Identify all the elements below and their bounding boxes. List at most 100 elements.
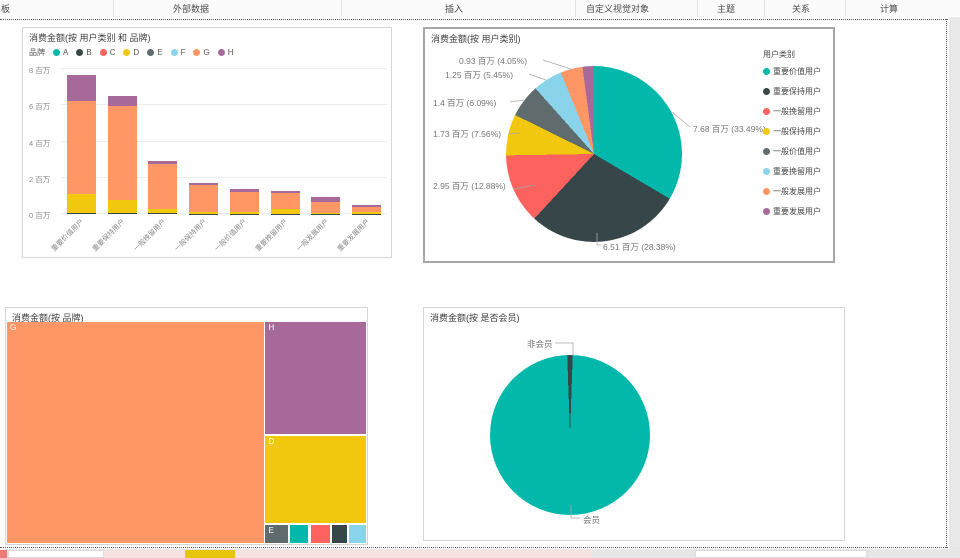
treemap-tile-label: H bbox=[268, 323, 275, 332]
gridline bbox=[61, 176, 387, 178]
bar-segment[interactable] bbox=[66, 74, 96, 102]
pie-data-label: 非会员 bbox=[527, 339, 553, 349]
bar-segment[interactable] bbox=[229, 192, 259, 213]
bar-segment[interactable] bbox=[352, 205, 382, 207]
legend-swatch bbox=[763, 88, 770, 95]
legend-item-label: 重要保持用户 bbox=[773, 87, 821, 96]
y-tick-label: 4 百万 bbox=[29, 138, 51, 148]
treemap-tile[interactable]: D bbox=[265, 436, 366, 524]
bar-segment[interactable] bbox=[148, 213, 178, 214]
bar-column[interactable] bbox=[189, 182, 219, 214]
bar-column[interactable] bbox=[270, 191, 300, 214]
bar-segment[interactable] bbox=[107, 96, 137, 107]
bar-segment[interactable] bbox=[189, 211, 219, 214]
bar-segment[interactable] bbox=[270, 208, 300, 214]
bar-column[interactable] bbox=[311, 197, 341, 214]
bar-segment[interactable] bbox=[189, 185, 219, 212]
legend-title: 用户类别 bbox=[763, 50, 795, 59]
legend-item[interactable]: 重要价值用户 bbox=[763, 66, 821, 77]
legend-item-label: C bbox=[109, 48, 116, 57]
report-canvas[interactable]: 消费金额(按 用户类别 和 品牌) 品牌 A B C D E F G H 0 百万 2 百万 4 … bbox=[0, 17, 949, 549]
bar-segment[interactable] bbox=[270, 191, 300, 194]
legend-item[interactable]: 重要挽留用户 bbox=[763, 166, 821, 177]
legend-item[interactable]: B bbox=[76, 48, 92, 57]
treemap-tile[interactable]: G bbox=[7, 322, 264, 543]
visual-title: 消费金额(按 用户类别 和 品牌) bbox=[29, 33, 151, 43]
legend-item[interactable]: 一般挽留用户 bbox=[763, 106, 821, 117]
bar-plot bbox=[61, 68, 387, 214]
legend-item[interactable]: 一般保持用户 bbox=[763, 126, 821, 137]
bar-segment[interactable] bbox=[107, 200, 137, 213]
legend-item-label: D bbox=[133, 48, 140, 57]
y-tick-label: 6 百万 bbox=[29, 102, 51, 112]
legend-title: 品牌 bbox=[29, 48, 45, 57]
legend-item-label: B bbox=[86, 48, 92, 57]
bar-segment[interactable] bbox=[229, 188, 259, 193]
treemap-tile[interactable] bbox=[290, 525, 309, 543]
legend-item[interactable]: 重要保持用户 bbox=[763, 86, 821, 97]
gridline bbox=[61, 104, 387, 106]
legend-item[interactable]: D bbox=[123, 48, 139, 57]
ribbon-separator bbox=[113, 0, 114, 17]
bar-segment[interactable] bbox=[107, 106, 137, 201]
partial-next-row bbox=[0, 549, 960, 558]
y-tick-label: 8 百万 bbox=[29, 66, 51, 75]
bar-segment[interactable] bbox=[66, 212, 96, 214]
legend-swatch bbox=[193, 49, 201, 56]
visual-bar-chart[interactable]: 消费金额(按 用户类别 和 品牌) 品牌 A B C D E F G H 0 百万 2 百万 4 … bbox=[22, 27, 392, 258]
pie-data-label: 0.93 百万 (4.05%) bbox=[459, 56, 528, 66]
legend-item[interactable]: A bbox=[53, 48, 68, 57]
legend-item[interactable]: F bbox=[170, 48, 185, 57]
legend-item[interactable]: 一般价值用户 bbox=[763, 146, 821, 157]
treemap-tile[interactable] bbox=[331, 525, 347, 543]
bar-segment[interactable] bbox=[66, 101, 96, 194]
treemap-tile[interactable] bbox=[349, 525, 366, 543]
bar-segment[interactable] bbox=[148, 209, 178, 214]
bar-column[interactable] bbox=[66, 74, 96, 214]
bar-slot bbox=[265, 69, 306, 214]
visual-pie-membership[interactable]: 消费金额(按 是否会员) 非会员 会员 bbox=[423, 307, 845, 541]
ribbon-group-label: 板 bbox=[1, 4, 11, 14]
treemap-tile[interactable]: E bbox=[265, 525, 289, 543]
bar-segment[interactable] bbox=[311, 197, 341, 202]
legend-swatch bbox=[170, 49, 178, 56]
legend-item[interactable]: E bbox=[147, 48, 163, 57]
y-tick-label: 0 百万 bbox=[29, 211, 51, 220]
bar-segment[interactable] bbox=[148, 160, 178, 165]
visual-treemap-brand[interactable]: 消费金额(按 品牌) G H D E bbox=[5, 307, 368, 545]
bar-segment[interactable] bbox=[66, 193, 96, 213]
bar-segment[interactable] bbox=[148, 164, 178, 210]
pie-chart[interactable] bbox=[490, 355, 650, 515]
legend-item-label: E bbox=[157, 48, 163, 57]
legend-item[interactable]: G bbox=[193, 48, 210, 57]
bar-segment[interactable] bbox=[352, 212, 382, 214]
partial-visual-fragment bbox=[185, 550, 235, 558]
bar-column[interactable] bbox=[148, 160, 178, 214]
treemap-tile[interactable]: H bbox=[265, 322, 366, 435]
treemap-tile-label: E bbox=[268, 526, 274, 536]
legend-swatch bbox=[763, 208, 770, 215]
visual-pie-user-category[interactable]: 消费金额(按 用户类别) 0.93 百万 (4.05%) 1.25 百万 (5.4… bbox=[423, 27, 835, 263]
treemap-tile[interactable] bbox=[311, 525, 331, 543]
bar-segment[interactable] bbox=[229, 212, 259, 214]
legend-item[interactable]: C bbox=[99, 48, 116, 57]
legend-item[interactable]: H bbox=[217, 48, 234, 57]
legend-item[interactable]: 重要发展用户 bbox=[763, 206, 821, 217]
pie-chart[interactable] bbox=[506, 66, 682, 242]
legend-swatch bbox=[763, 128, 770, 135]
legend-swatch bbox=[76, 49, 84, 56]
bar-column[interactable] bbox=[352, 205, 382, 214]
bar-column[interactable] bbox=[229, 188, 259, 214]
legend-item[interactable]: 一般发展用户 bbox=[763, 186, 821, 197]
gridline bbox=[61, 140, 387, 142]
bar-segment[interactable] bbox=[311, 212, 341, 214]
bar-segment[interactable] bbox=[352, 206, 382, 213]
legend-item-label: H bbox=[227, 48, 234, 57]
bar-segment[interactable] bbox=[189, 182, 219, 186]
legend-swatch bbox=[763, 148, 770, 155]
bar-segment[interactable] bbox=[270, 193, 300, 209]
bar-column[interactable] bbox=[107, 96, 137, 214]
bar-segment[interactable] bbox=[107, 212, 137, 214]
bar-segment[interactable] bbox=[311, 201, 341, 213]
